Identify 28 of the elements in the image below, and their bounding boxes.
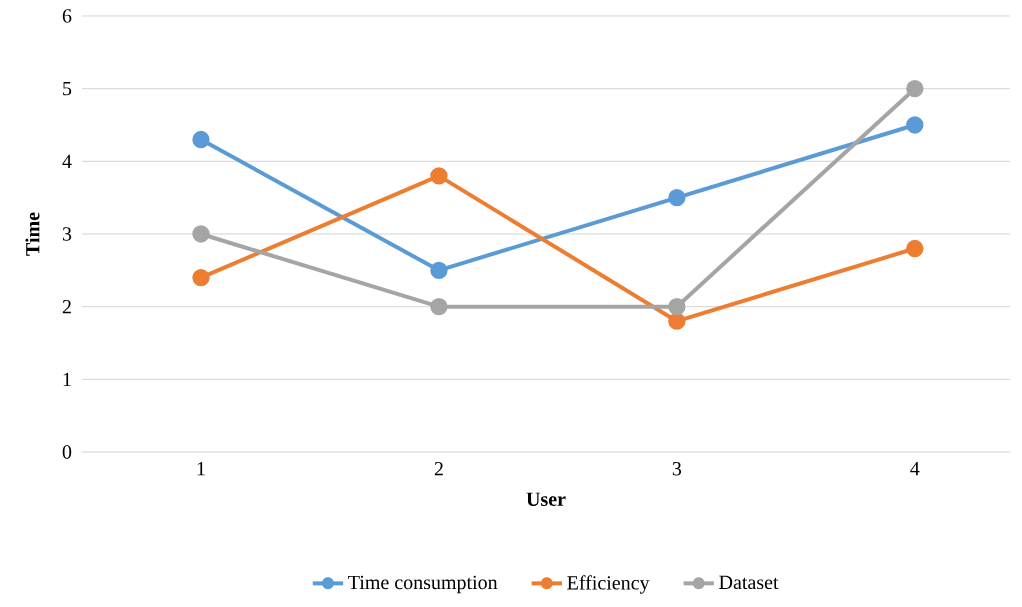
legend-label: Efficiency — [567, 575, 650, 594]
y-tick-label: 6 — [62, 9, 72, 23]
point — [668, 188, 686, 207]
point — [430, 261, 448, 279]
y-tick-label: 1 — [63, 372, 71, 386]
point — [192, 225, 210, 243]
legend-label: Dataset — [719, 575, 779, 590]
x-axis-title: User — [526, 492, 566, 506]
x-tick-label: 2 — [434, 462, 443, 476]
legend-label: Time consumption — [348, 575, 498, 594]
y-tick-label: 4 — [62, 154, 72, 168]
point — [430, 167, 448, 185]
y-axis-title: Time — [25, 212, 40, 256]
point — [668, 297, 686, 316]
point — [192, 268, 210, 287]
point — [668, 312, 686, 330]
x-tick-label: 3 — [672, 462, 682, 476]
point — [430, 297, 448, 316]
point — [906, 239, 924, 258]
y-tick-label: 2 — [62, 300, 71, 314]
y-tick-label: 5 — [63, 82, 72, 96]
point — [906, 116, 924, 134]
y-tick-label: 3 — [62, 227, 72, 241]
y-tick-label: 0 — [62, 445, 72, 459]
x-tick-label: 4 — [910, 462, 920, 476]
point — [906, 80, 924, 98]
point — [192, 130, 210, 149]
x-tick-label: 1 — [197, 462, 205, 476]
